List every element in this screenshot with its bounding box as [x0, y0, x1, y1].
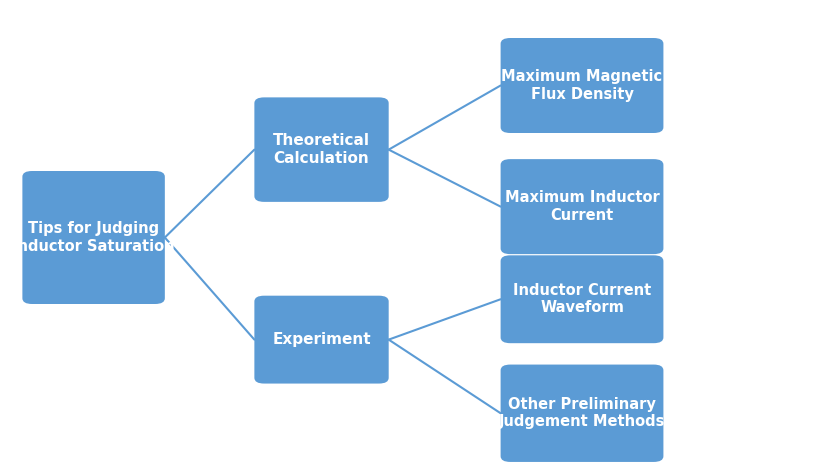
Text: Maximum Magnetic
Flux Density: Maximum Magnetic Flux Density: [501, 69, 663, 102]
Text: Experiment: Experiment: [272, 332, 371, 347]
Text: Inductor Current
Waveform: Inductor Current Waveform: [513, 283, 651, 315]
FancyBboxPatch shape: [501, 365, 663, 462]
FancyBboxPatch shape: [254, 97, 389, 202]
Text: Theoretical
Calculation: Theoretical Calculation: [273, 133, 370, 166]
FancyBboxPatch shape: [501, 256, 663, 343]
Text: Other Preliminary
Judgement Methods: Other Preliminary Judgement Methods: [499, 397, 665, 429]
Text: Maximum Inductor
Current: Maximum Inductor Current: [505, 190, 659, 223]
FancyBboxPatch shape: [254, 295, 389, 384]
FancyBboxPatch shape: [23, 171, 164, 304]
FancyBboxPatch shape: [501, 159, 663, 254]
Text: Tips for Judging
Inductor Saturation: Tips for Judging Inductor Saturation: [12, 221, 175, 254]
FancyBboxPatch shape: [501, 38, 663, 133]
